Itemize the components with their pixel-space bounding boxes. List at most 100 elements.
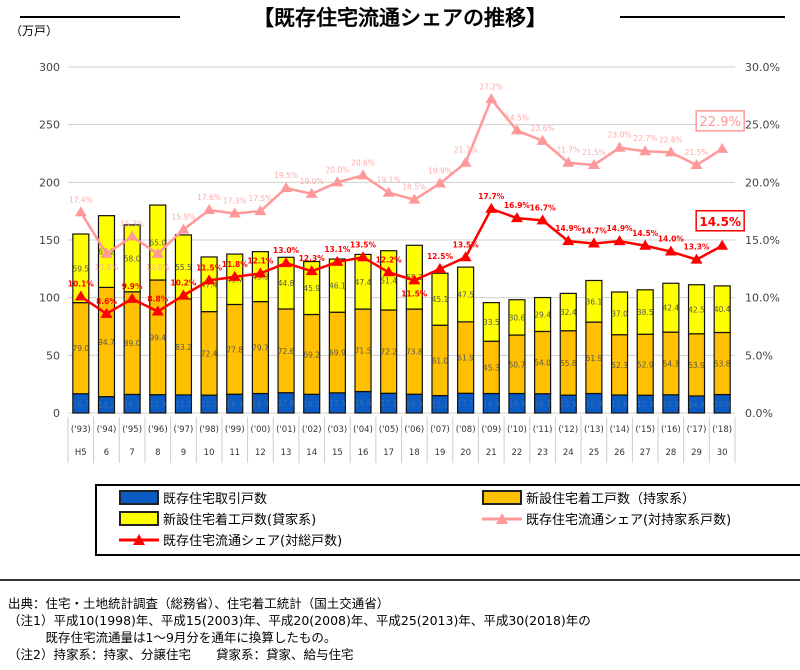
note-source: 出典：住宅・土地統計調査（総務省）、住宅着工統計（国土交通省） xyxy=(8,596,390,611)
share-data-label: 13.8% xyxy=(146,263,170,272)
share-data-label: 21.7% xyxy=(556,146,580,155)
legend-item-red: 既存住宅流通シェア(対総戸数) xyxy=(119,530,342,549)
bar-data-label: 36.1 xyxy=(586,297,603,306)
share-marker xyxy=(433,177,446,188)
bar-data-label: 73.8 xyxy=(406,348,423,357)
bar-rental xyxy=(662,282,680,333)
bar-data-label: 15.7 xyxy=(175,400,192,409)
bar-data-label: 72.4 xyxy=(201,349,218,358)
era-tick-label: 27 xyxy=(640,448,651,458)
x-tick-label: ('14) xyxy=(610,425,630,435)
bar-data-label: 16.3 xyxy=(226,400,243,409)
share-data-label: 24.5% xyxy=(505,113,529,122)
bar-data-label: 40.4 xyxy=(714,305,731,314)
x-tick-label: ('05) xyxy=(379,425,399,435)
era-tick-label: 10 xyxy=(204,448,215,458)
share-data-label: 20.6% xyxy=(351,158,375,167)
bar-data-label: 54.3 xyxy=(663,359,680,368)
share-data-label: 23.6% xyxy=(531,124,555,133)
x-tick-label: ('09) xyxy=(481,425,501,435)
bar-data-label: 47.4 xyxy=(355,278,372,287)
era-tick-label: 11 xyxy=(229,448,240,458)
era-tick-label: 7 xyxy=(129,448,134,458)
bar-data-label: 42.4 xyxy=(663,304,680,313)
right-tick-label: 0.0% xyxy=(745,407,773,420)
bar-data-label: 58.0 xyxy=(124,254,141,263)
bar-data-label: 29.4 xyxy=(534,311,551,320)
legend-line-red-icon xyxy=(119,533,159,545)
share-marker xyxy=(203,274,216,285)
bar-data-label: 83.2 xyxy=(175,343,192,352)
share-marker xyxy=(536,214,549,225)
bar-rental xyxy=(457,266,475,323)
bar-data-label: 55.8 xyxy=(560,359,577,368)
share-marker xyxy=(280,257,293,268)
share-data-label: 10.1% xyxy=(68,280,95,289)
bar-data-label: 15.1 xyxy=(432,400,449,409)
left-tick-label: 50 xyxy=(46,349,60,362)
legend-item-pink: 既存住宅流通シェア(対持家系戸数) xyxy=(482,509,731,528)
era-tick-label: 6 xyxy=(104,448,109,458)
bar-rental xyxy=(72,233,90,304)
era-tick-label: 19 xyxy=(435,448,446,458)
era-tick-label: 30 xyxy=(717,448,728,458)
x-tick-label: ('16) xyxy=(661,425,681,435)
bar-data-label: 16.2 xyxy=(303,400,320,409)
share-data-label: 14.0% xyxy=(658,235,685,244)
bar-data-label: 53.9 xyxy=(688,361,705,370)
share-data-label: 13.3% xyxy=(684,243,711,252)
x-tick-label: ('06) xyxy=(404,425,424,435)
era-tick-label: 15 xyxy=(332,448,343,458)
bar-data-label: 18.6 xyxy=(355,398,372,407)
share-data-label: 18.5% xyxy=(402,183,426,192)
x-tick-label: ('02) xyxy=(302,425,322,435)
share-marker xyxy=(639,145,652,156)
callout-pink: 22.9% xyxy=(700,115,741,130)
era-tick-label: 14 xyxy=(306,448,317,458)
share-data-label: 15.3% xyxy=(120,220,144,229)
x-tick-label: ('96) xyxy=(148,425,168,435)
share-data-label: 27.2% xyxy=(479,82,503,91)
bar-rental xyxy=(123,224,141,293)
share-data-label: 11.5% xyxy=(196,263,223,272)
share-data-label: 19.5% xyxy=(274,171,298,180)
share-data-label: 14.9% xyxy=(607,224,634,233)
share-data-label: 12.5% xyxy=(427,252,454,261)
right-tick-label: 15.0% xyxy=(745,234,780,247)
bar-data-label: 15.8 xyxy=(663,400,680,409)
share-data-label: 19.1% xyxy=(377,176,401,185)
share-marker xyxy=(562,235,575,246)
share-marker xyxy=(151,305,164,316)
share-data-label: 14.9% xyxy=(555,224,582,233)
x-tick-label: ('93) xyxy=(71,425,91,435)
note-1: （注1）平成10(1998)年、平成15(2003)年、平成20(2008)年、… xyxy=(8,613,591,628)
share-data-label: 17.5% xyxy=(248,194,272,203)
left-tick-label: 0 xyxy=(53,407,60,420)
share-marker xyxy=(357,169,370,180)
legend-swatch xyxy=(119,511,159,526)
bar-data-label: 94.7 xyxy=(98,338,115,347)
share-data-label: 8.8% xyxy=(147,295,168,304)
share-marker xyxy=(177,289,190,300)
bar-data-label: 15.6 xyxy=(611,400,628,409)
share-data-label: 14.7% xyxy=(581,226,608,235)
share-marker xyxy=(228,270,241,281)
legend-item-blue: 既存住宅取引戸数 xyxy=(119,488,267,507)
x-tick-label: ('01) xyxy=(276,425,296,435)
share-data-label: 11.5% xyxy=(401,289,428,298)
bar-data-label: 53.8 xyxy=(714,360,731,369)
share-marker xyxy=(382,186,395,197)
bar-data-label: 16.9 xyxy=(252,399,269,408)
note-1-cont: 既存住宅流通量は1～9月分を通年に換算したもの。 xyxy=(8,630,337,645)
bar-data-label: 51.4 xyxy=(380,276,397,285)
x-tick-label: ('98) xyxy=(199,425,219,435)
share-marker xyxy=(613,235,626,246)
x-tick-label: ('04) xyxy=(353,425,373,435)
bar-data-label: 16.0 xyxy=(714,400,731,409)
era-tick-label: 13 xyxy=(281,448,292,458)
share-data-label: 17.7% xyxy=(478,192,505,201)
era-tick-label: 21 xyxy=(486,448,497,458)
bar-data-label: 33.5 xyxy=(483,318,500,327)
bar-data-label: 16.7 xyxy=(72,399,89,408)
